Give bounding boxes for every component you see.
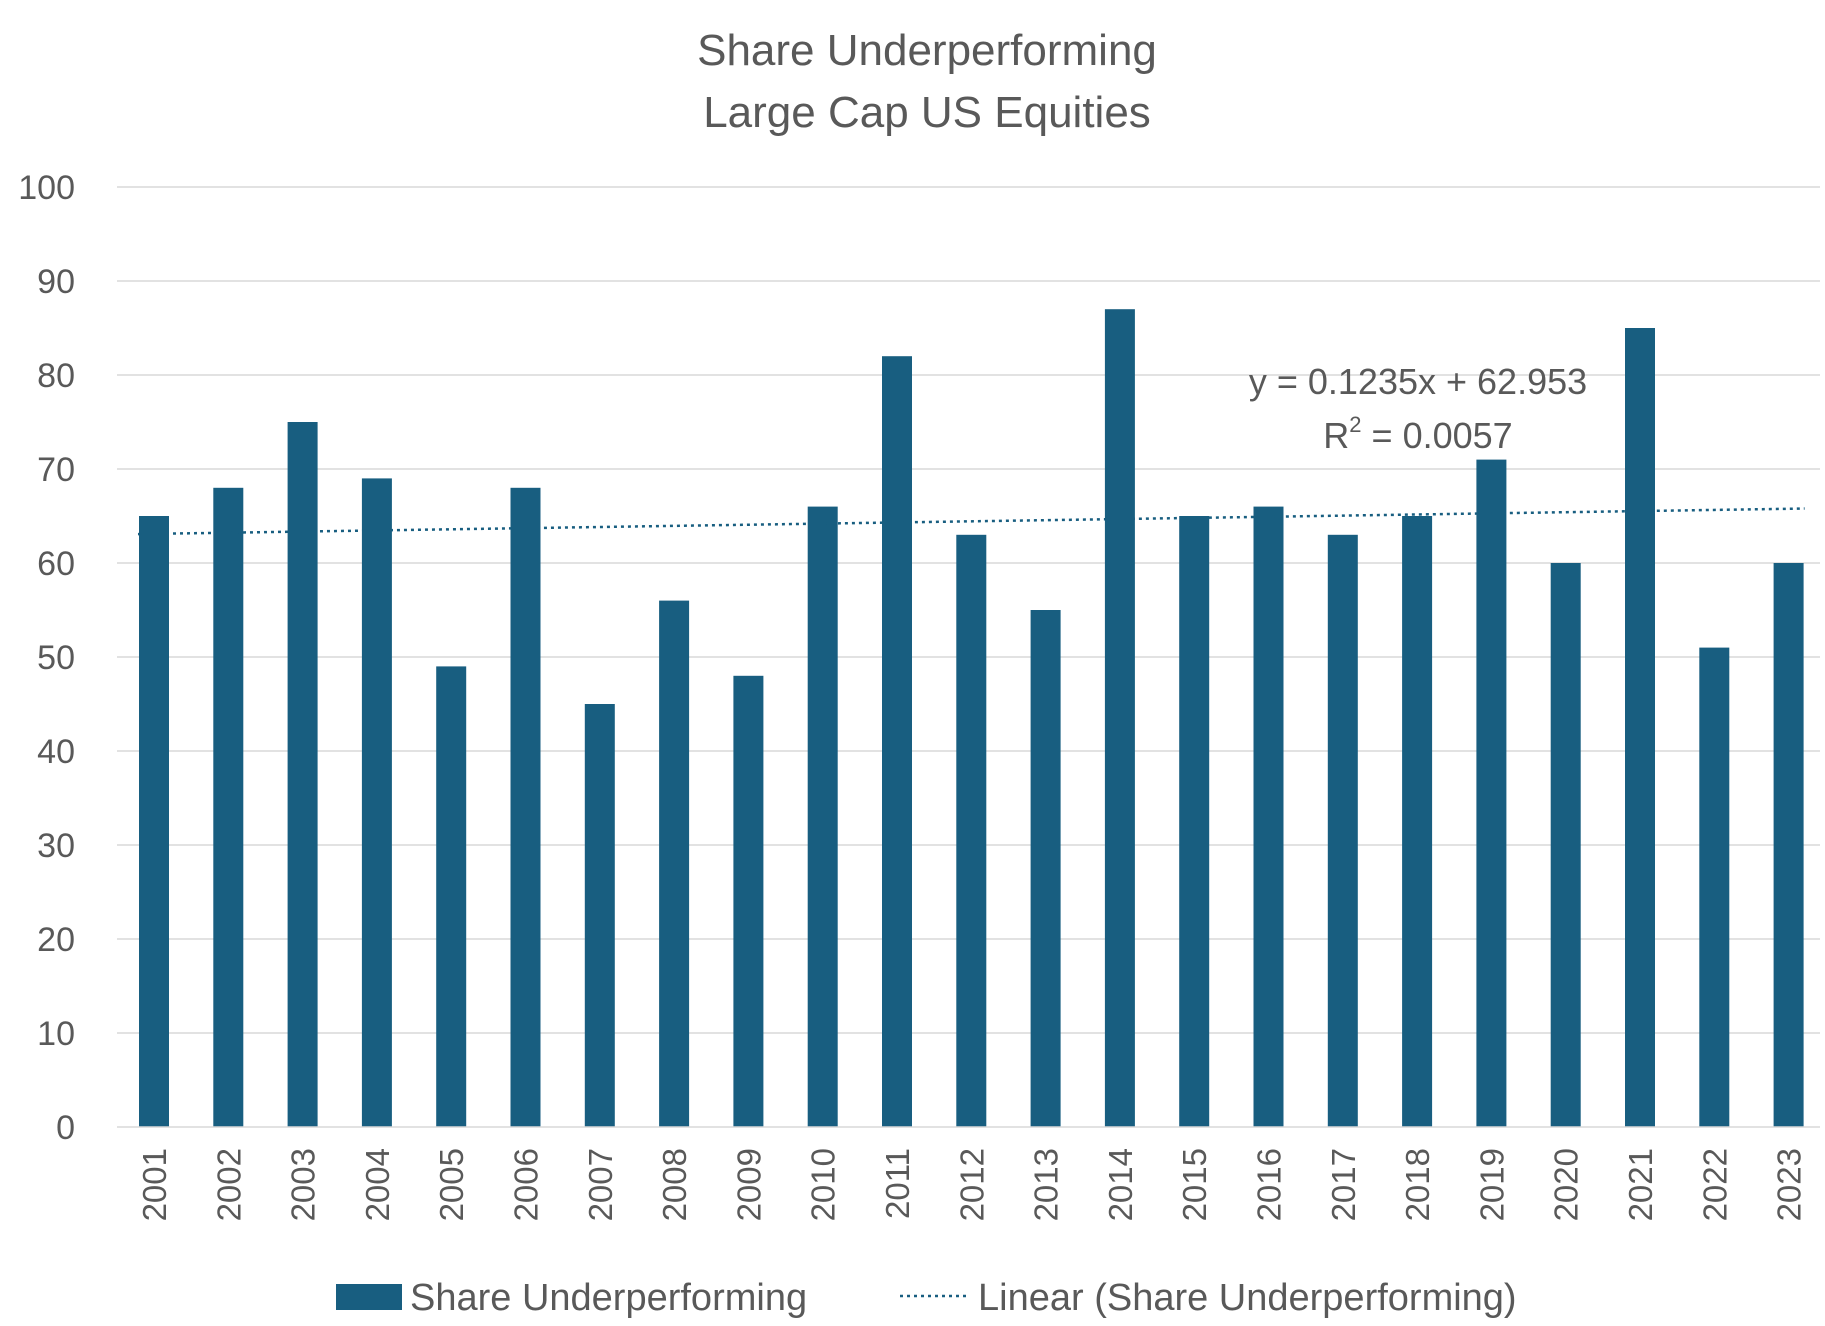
bar: [361, 478, 392, 1127]
trendline-r2-value: = 0.0057: [1362, 415, 1513, 456]
x-tick-label: 2012: [953, 1148, 990, 1221]
bar: [287, 422, 318, 1127]
legend-swatch-bars: [336, 1284, 402, 1310]
bar: [1550, 563, 1581, 1127]
x-tick-label: 2017: [1325, 1148, 1362, 1221]
bar: [659, 600, 690, 1127]
bar: [213, 487, 244, 1127]
chart-title-line-1: Share Underperforming: [697, 26, 1157, 75]
y-tick-label: 60: [37, 545, 75, 583]
bar: [510, 487, 541, 1127]
bar: [1253, 506, 1284, 1128]
bar: [436, 666, 467, 1127]
y-tick-label: 0: [56, 1109, 75, 1147]
y-tick-label: 40: [37, 733, 75, 771]
x-tick-label: 2019: [1473, 1148, 1510, 1221]
bar: [1773, 563, 1804, 1127]
legend: Share Underperforming Linear (Share Unde…: [336, 1277, 1517, 1319]
y-tick-label: 10: [37, 1015, 75, 1053]
y-tick-label: 100: [18, 169, 75, 207]
x-tick-label: 2008: [656, 1148, 693, 1221]
trendline-r2-superscript: 2: [1349, 412, 1361, 437]
x-tick-label: 2013: [1028, 1148, 1065, 1221]
bar: [807, 506, 838, 1128]
bar: [1327, 534, 1358, 1127]
x-tick-label: 2018: [1399, 1148, 1436, 1221]
y-tick-label: 20: [37, 921, 75, 959]
x-tick-label: 2004: [359, 1148, 396, 1221]
bar: [1402, 516, 1433, 1127]
x-tick-label: 2022: [1696, 1148, 1733, 1221]
chart-title: Share Underperforming Large Cap US Equit…: [697, 26, 1157, 137]
chart-title-line-2: Large Cap US Equities: [703, 88, 1151, 137]
x-tick-label: 2009: [730, 1148, 767, 1221]
x-tick-label: 2016: [1251, 1148, 1288, 1221]
trendline-r2-label: R: [1323, 415, 1349, 456]
bar: [139, 516, 169, 1127]
x-axis-tick-labels: 2001 2002 2003 2004 2005 2006 2007 2008 2009 2010…: [136, 1148, 1808, 1221]
bar: [1030, 610, 1061, 1127]
y-axis-tick-labels: 0 10 20 30 40 50 60 70 80 90 100: [18, 169, 75, 1147]
trendline-equation: y = 0.1235x + 62.953 R2 = 0.0057: [1249, 361, 1587, 456]
bar: [956, 534, 987, 1127]
y-tick-label: 70: [37, 451, 75, 489]
x-tick-label: 2003: [285, 1148, 322, 1221]
x-tick-label: 2023: [1771, 1148, 1808, 1221]
x-tick-label: 2010: [805, 1148, 842, 1221]
y-tick-label: 50: [37, 639, 75, 677]
x-tick-label: 2020: [1548, 1148, 1585, 1221]
y-tick-label: 80: [37, 357, 75, 395]
bar: [882, 356, 912, 1127]
bar: [584, 704, 615, 1127]
x-tick-label: 2011: [879, 1148, 916, 1219]
x-tick-label: 2005: [433, 1148, 470, 1221]
bar: [733, 675, 764, 1127]
trendline-r2-text: R2 = 0.0057: [1323, 412, 1512, 456]
bar: [1699, 647, 1730, 1127]
x-tick-label: 2001: [136, 1148, 173, 1221]
trendline: [137, 507, 1805, 536]
x-tick-label: 2002: [210, 1148, 247, 1221]
bars: [139, 309, 1804, 1128]
x-tick-label: 2006: [508, 1148, 545, 1221]
trendline-equation-text: y = 0.1235x + 62.953: [1249, 361, 1587, 402]
bar: [1476, 459, 1507, 1128]
bar: [1625, 328, 1655, 1127]
x-tick-label: 2007: [582, 1148, 619, 1221]
y-tick-label: 90: [37, 263, 75, 301]
x-tick-label: 2014: [1102, 1148, 1139, 1221]
bar: [1179, 516, 1210, 1127]
x-tick-label: 2021: [1622, 1148, 1659, 1221]
bar: [1104, 309, 1135, 1127]
x-tick-label: 2015: [1176, 1148, 1213, 1221]
legend-label-trendline: Linear (Share Underperforming): [978, 1277, 1517, 1319]
legend-label-bars: Share Underperforming: [410, 1277, 807, 1319]
y-tick-label: 30: [37, 827, 75, 865]
